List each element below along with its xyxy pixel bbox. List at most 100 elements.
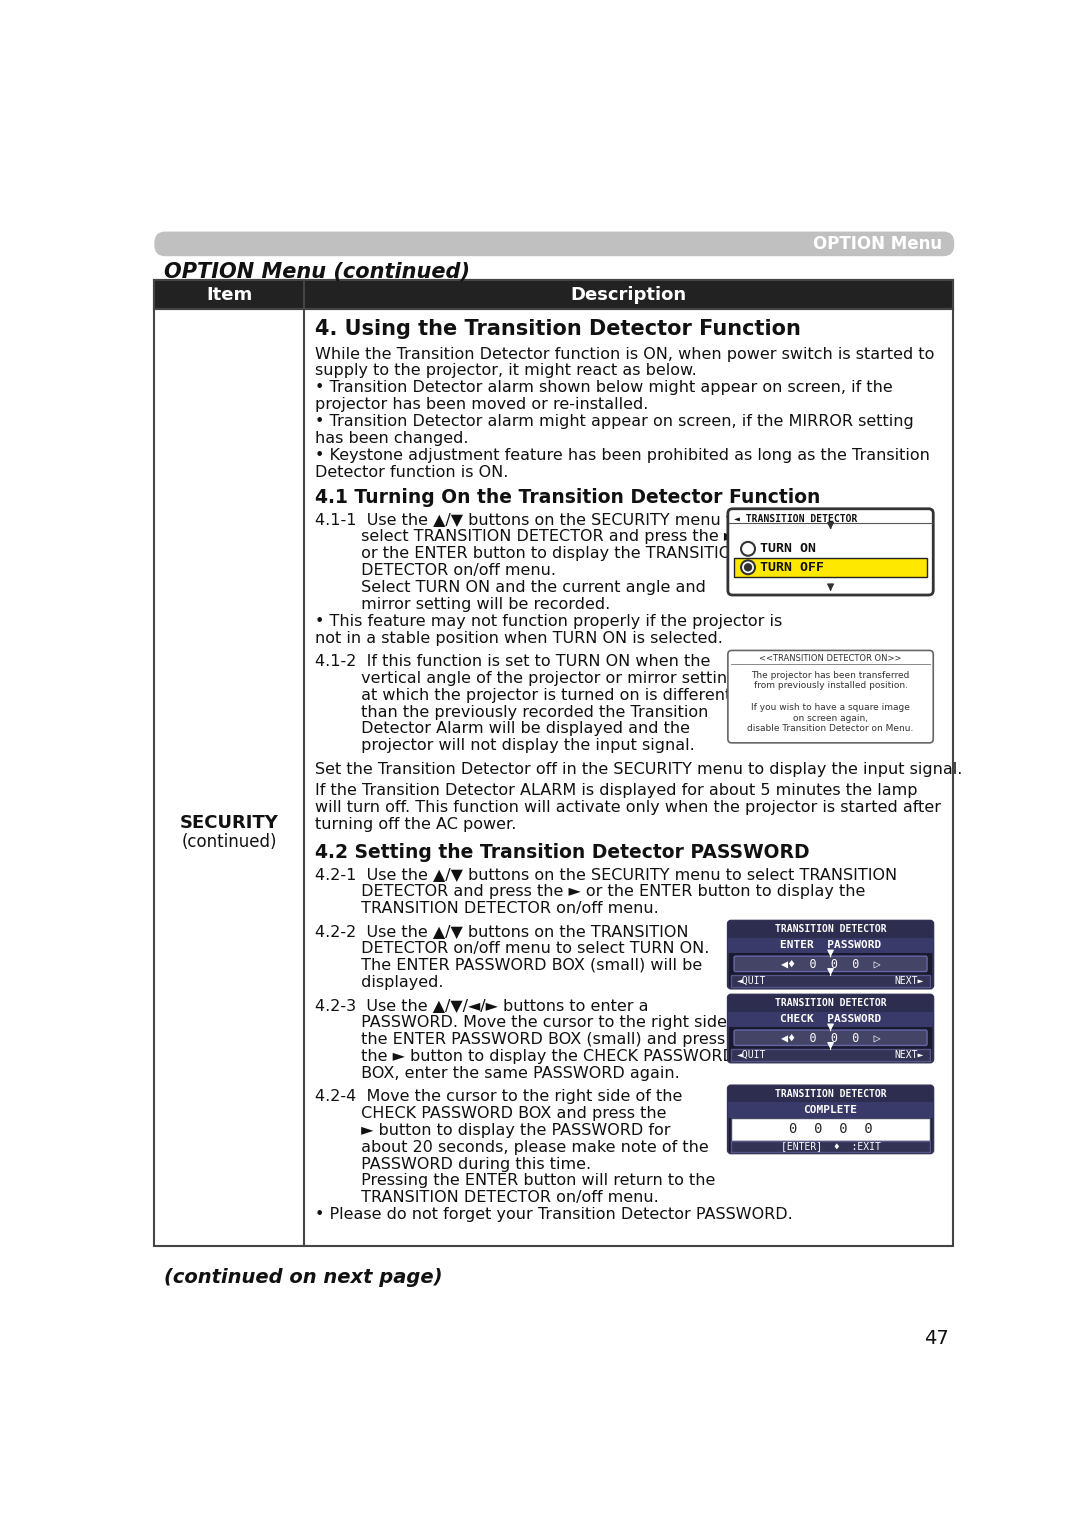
Text: ◄QUIT: ◄QUIT: [738, 976, 767, 985]
Text: than the previously recorded the Transition: than the previously recorded the Transit…: [314, 705, 708, 720]
Text: • Keystone adjustment feature has been prohibited as long as the Transition: • Keystone adjustment feature has been p…: [314, 449, 930, 463]
Text: PASSWORD during this time.: PASSWORD during this time.: [314, 1157, 591, 1172]
Circle shape: [741, 542, 755, 556]
Text: the ► button to display the CHECK PASSWORD: the ► button to display the CHECK PASSWO…: [314, 1049, 734, 1063]
Bar: [728, 1011, 933, 1026]
Text: 4.2-1  Use the ▲/▼ buttons on the SECURITY menu to select TRANSITION: 4.2-1 Use the ▲/▼ buttons on the SECURIT…: [314, 867, 896, 882]
Text: projector has been moved or re-installed.: projector has been moved or re-installed…: [314, 397, 648, 412]
Text: Description: Description: [570, 286, 687, 303]
Text: SECURITY: SECURITY: [179, 813, 279, 832]
Text: TRANSITION DETECTOR: TRANSITION DETECTOR: [774, 924, 887, 935]
Text: vertical angle of the projector or mirror setting: vertical angle of the projector or mirro…: [314, 671, 738, 686]
Text: not in a stable position when TURN ON is selected.: not in a stable position when TURN ON is…: [314, 631, 723, 645]
FancyBboxPatch shape: [728, 994, 933, 1062]
Text: OPTION Menu (continued): OPTION Menu (continued): [164, 262, 471, 282]
FancyBboxPatch shape: [728, 509, 933, 594]
Text: Detector Alarm will be displayed and the: Detector Alarm will be displayed and the: [314, 722, 690, 737]
FancyBboxPatch shape: [154, 231, 954, 256]
Text: CHECK  PASSWORD: CHECK PASSWORD: [780, 1014, 881, 1025]
Text: • Transition Detector alarm might appear on screen, if the MIRROR setting: • Transition Detector alarm might appear…: [314, 414, 914, 429]
Text: supply to the projector, it might react as below.: supply to the projector, it might react …: [314, 363, 697, 378]
Circle shape: [741, 561, 755, 574]
Text: TRANSITION DETECTOR: TRANSITION DETECTOR: [774, 1089, 887, 1098]
Circle shape: [744, 564, 752, 571]
Text: mirror setting will be recorded.: mirror setting will be recorded.: [314, 597, 610, 611]
Text: • Please do not forget your Transition Detector PASSWORD.: • Please do not forget your Transition D…: [314, 1207, 793, 1223]
Text: PASSWORD. Move the cursor to the right side of: PASSWORD. Move the cursor to the right s…: [314, 1014, 747, 1030]
Bar: [154, 280, 953, 309]
Bar: [731, 1118, 930, 1141]
Text: TRANSITION DETECTOR: TRANSITION DETECTOR: [774, 999, 887, 1008]
Text: 47: 47: [924, 1330, 948, 1348]
Text: projector will not display the input signal.: projector will not display the input sig…: [314, 738, 694, 754]
FancyBboxPatch shape: [728, 921, 933, 988]
Text: 4. Using the Transition Detector Function: 4. Using the Transition Detector Functio…: [314, 319, 800, 340]
Text: 4.2 Setting the Transition Detector PASSWORD: 4.2 Setting the Transition Detector PASS…: [314, 843, 809, 861]
Text: • This feature may not function properly if the projector is: • This feature may not function properly…: [314, 614, 782, 628]
Text: ► button to display the PASSWORD for: ► button to display the PASSWORD for: [314, 1123, 671, 1138]
Text: TURN OFF: TURN OFF: [760, 561, 824, 574]
Text: 4.2-3  Use the ▲/▼/◄/► buttons to enter a: 4.2-3 Use the ▲/▼/◄/► buttons to enter a: [314, 997, 648, 1013]
Text: If the Transition Detector ALARM is displayed for about 5 minutes the lamp: If the Transition Detector ALARM is disp…: [314, 783, 917, 798]
Bar: [728, 994, 933, 1011]
Text: will turn off. This function will activate only when the projector is started af: will turn off. This function will activa…: [314, 800, 941, 815]
Text: Pressing the ENTER button will return to the: Pressing the ENTER button will return to…: [314, 1174, 715, 1189]
Text: at which the projector is turned on is different: at which the projector is turned on is d…: [314, 688, 731, 703]
Text: [ENTER]  ♦  :EXIT: [ENTER] ♦ :EXIT: [781, 1141, 880, 1152]
FancyBboxPatch shape: [734, 956, 927, 971]
Text: has been changed.: has been changed.: [314, 430, 469, 446]
Text: about 20 seconds, please make note of the: about 20 seconds, please make note of th…: [314, 1140, 708, 1155]
Text: turning off the AC power.: turning off the AC power.: [314, 817, 516, 832]
Text: 0  0  0  0: 0 0 0 0: [788, 1123, 873, 1137]
Text: or the ENTER button to display the TRANSITION: or the ENTER button to display the TRANS…: [314, 545, 743, 561]
FancyBboxPatch shape: [734, 1030, 927, 1045]
Text: ◄ TRANSITION DETECTOR: ◄ TRANSITION DETECTOR: [734, 513, 858, 524]
Text: BOX, enter the same PASSWORD again.: BOX, enter the same PASSWORD again.: [314, 1066, 679, 1080]
Text: If you wish to have a square image: If you wish to have a square image: [751, 703, 910, 712]
Bar: [731, 974, 930, 987]
FancyBboxPatch shape: [728, 1086, 933, 1154]
Bar: [154, 280, 953, 1247]
Text: disable Transition Detector on Menu.: disable Transition Detector on Menu.: [747, 725, 914, 734]
Text: Select TURN ON and the current angle and: Select TURN ON and the current angle and: [314, 579, 705, 594]
Text: Set the Transition Detector off in the SECURITY menu to display the input signal: Set the Transition Detector off in the S…: [314, 761, 962, 777]
Bar: [728, 1103, 933, 1118]
Text: CHECK PASSWORD BOX and press the: CHECK PASSWORD BOX and press the: [314, 1106, 666, 1121]
Text: on screen again,: on screen again,: [793, 714, 868, 723]
Text: from previously installed position.: from previously installed position.: [754, 682, 907, 691]
Text: 4.2-4  Move the cursor to the right side of the: 4.2-4 Move the cursor to the right side …: [314, 1089, 683, 1103]
Text: TRANSITION DETECTOR on/off menu.: TRANSITION DETECTOR on/off menu.: [314, 1190, 659, 1206]
Text: COMPLETE: COMPLETE: [804, 1105, 858, 1115]
Text: Detector function is ON.: Detector function is ON.: [314, 466, 509, 480]
Text: ENTER  PASSWORD: ENTER PASSWORD: [780, 941, 881, 950]
Bar: [734, 558, 927, 576]
Text: 4.1 Turning On the Transition Detector Function: 4.1 Turning On the Transition Detector F…: [314, 487, 820, 507]
Text: select TRANSITION DETECTOR and press the ►: select TRANSITION DETECTOR and press the…: [314, 529, 735, 544]
Text: NEXT►: NEXT►: [894, 976, 924, 985]
Text: Item: Item: [206, 286, 253, 303]
Text: DETECTOR and press the ► or the ENTER button to display the: DETECTOR and press the ► or the ENTER bu…: [314, 884, 865, 899]
Text: ◄QUIT: ◄QUIT: [738, 1049, 767, 1060]
Bar: [731, 1048, 930, 1060]
Text: TURN ON: TURN ON: [760, 542, 816, 555]
FancyBboxPatch shape: [728, 651, 933, 743]
Text: The projector has been transferred: The projector has been transferred: [752, 671, 909, 680]
Text: (continued): (continued): [181, 833, 276, 852]
Text: ◀♦  0  0  0  ▷: ◀♦ 0 0 0 ▷: [781, 958, 880, 970]
Bar: [728, 921, 933, 938]
Text: ◀♦  0  0  0  ▷: ◀♦ 0 0 0 ▷: [781, 1031, 880, 1045]
Bar: [728, 938, 933, 953]
Text: 4.2-2  Use the ▲/▼ buttons on the TRANSITION: 4.2-2 Use the ▲/▼ buttons on the TRANSIT…: [314, 924, 688, 939]
Bar: [731, 1141, 930, 1152]
Text: OPTION Menu: OPTION Menu: [813, 234, 943, 253]
Text: NEXT►: NEXT►: [894, 1049, 924, 1060]
Text: DETECTOR on/off menu.: DETECTOR on/off menu.: [314, 562, 556, 578]
Text: <<TRANSITION DETECTOR ON>>: <<TRANSITION DETECTOR ON>>: [759, 654, 902, 663]
Text: • Transition Detector alarm shown below might appear on screen, if the: • Transition Detector alarm shown below …: [314, 380, 892, 395]
Text: TRANSITION DETECTOR on/off menu.: TRANSITION DETECTOR on/off menu.: [314, 901, 659, 916]
Text: 4.1-1  Use the ▲/▼ buttons on the SECURITY menu to: 4.1-1 Use the ▲/▼ buttons on the SECURIT…: [314, 512, 742, 527]
Text: 4.1-2  If this function is set to TURN ON when the: 4.1-2 If this function is set to TURN ON…: [314, 654, 711, 669]
Text: The ENTER PASSWORD BOX (small) will be: The ENTER PASSWORD BOX (small) will be: [314, 958, 702, 973]
Text: While the Transition Detector function is ON, when power switch is started to: While the Transition Detector function i…: [314, 346, 934, 362]
Text: (continued on next page): (continued on next page): [164, 1268, 443, 1287]
